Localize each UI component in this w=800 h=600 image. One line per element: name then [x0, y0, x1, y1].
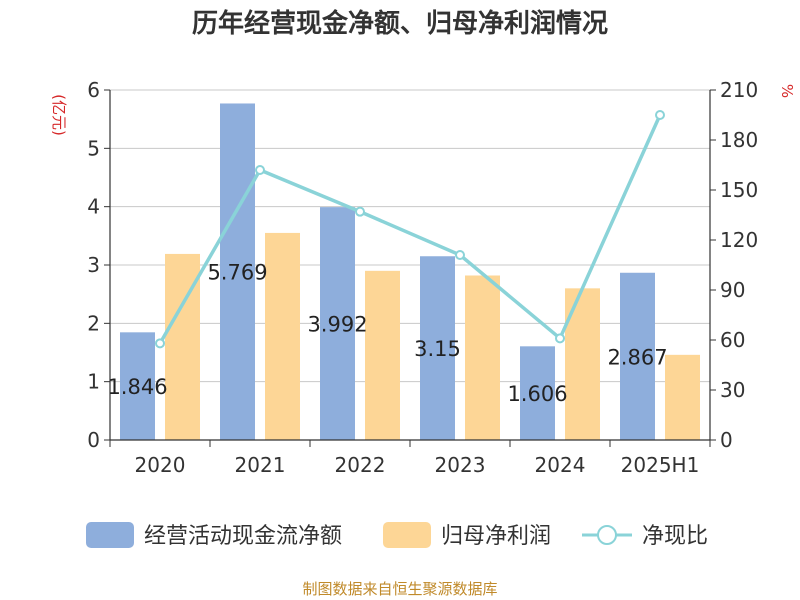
left-tick-label: 2: [87, 311, 100, 335]
ratio-point[interactable]: [655, 110, 665, 120]
right-tick-label: 210: [720, 78, 758, 102]
bar-cash-flow[interactable]: [220, 103, 255, 440]
right-axis-unit: %: [778, 84, 796, 98]
legend-swatch: [383, 522, 431, 548]
bar-value-label: 1.606: [507, 382, 567, 406]
legend[interactable]: 经营活动现金流净额 归母净利润 净现比: [86, 522, 708, 549]
right-tick-label: 30: [720, 378, 745, 402]
legend-item-cash-flow[interactable]: 经营活动现金流净额: [86, 522, 342, 549]
legend-marker: [597, 525, 617, 545]
bar-cash-flow[interactable]: [320, 207, 355, 440]
x-tick-label: 2024: [535, 453, 586, 477]
left-tick-label: 3: [87, 253, 100, 277]
left-tick-label: 6: [87, 78, 100, 102]
ratio-point[interactable]: [355, 206, 365, 217]
legend-label: 经营活动现金流净额: [144, 524, 342, 549]
bar-value-label: 5.769: [207, 261, 267, 285]
x-tick-label: 2021: [235, 453, 286, 477]
bar-value-label: 3.992: [307, 313, 367, 337]
left-axis-unit: (亿元): [50, 94, 68, 136]
legend-label: 净现比: [642, 524, 708, 549]
left-tick-label: 5: [87, 136, 100, 160]
bar-net-profit[interactable]: [665, 354, 700, 440]
bar-value-label: 2.867: [607, 345, 667, 369]
bars: [120, 103, 700, 440]
legend-item-ratio[interactable]: 净现比: [582, 524, 708, 549]
ratio-point[interactable]: [555, 333, 565, 344]
x-tick-label: 2022: [335, 453, 386, 477]
left-tick-label: 4: [87, 195, 100, 219]
source-note: 制图数据来自恒生聚源数据库: [302, 580, 497, 598]
bar-net-profit[interactable]: [465, 275, 500, 441]
x-tick-label: 2023: [435, 453, 486, 477]
left-tick-label: 0: [87, 428, 100, 452]
x-tick-label: 2025H1: [621, 453, 700, 477]
bar-net-profit[interactable]: [365, 270, 400, 440]
right-tick-label: 60: [720, 328, 745, 352]
ratio-point[interactable]: [155, 338, 165, 349]
bar-cash-flow[interactable]: [120, 332, 155, 440]
ratio-line-path: [158, 114, 662, 345]
grid-lines: [110, 89, 710, 441]
bar-net-profit[interactable]: [565, 288, 600, 440]
right-tick-label: 180: [720, 128, 758, 152]
legend-label: 归母净利润: [441, 524, 551, 549]
left-tick-label: 1: [87, 370, 100, 394]
legend-item-net-profit[interactable]: 归母净利润: [383, 522, 551, 549]
bar-net-profit[interactable]: [265, 232, 300, 440]
legend-swatch: [86, 522, 134, 548]
x-tick-label: 2020: [135, 453, 186, 477]
ratio-point[interactable]: [455, 250, 465, 260]
bar-value-labels: 1.846 5.769 3.992 3.15 1.606 2.867: [107, 261, 667, 406]
bar-value-label: 3.15: [414, 337, 461, 361]
bar-cash-flow[interactable]: [420, 256, 455, 440]
right-tick-label: 90: [720, 278, 745, 302]
bar-cash-flow[interactable]: [520, 346, 555, 440]
ratio-line: [155, 110, 665, 349]
right-tick-label: 0: [720, 428, 733, 452]
right-tick-label: 120: [720, 228, 758, 252]
ratio-point[interactable]: [255, 165, 265, 175]
bar-value-label: 1.846: [107, 375, 167, 399]
right-tick-label: 150: [720, 178, 758, 202]
chart-title: 历年经营现金净额、归母净利润情况: [192, 8, 608, 39]
bar-cash-flow[interactable]: [620, 272, 655, 440]
